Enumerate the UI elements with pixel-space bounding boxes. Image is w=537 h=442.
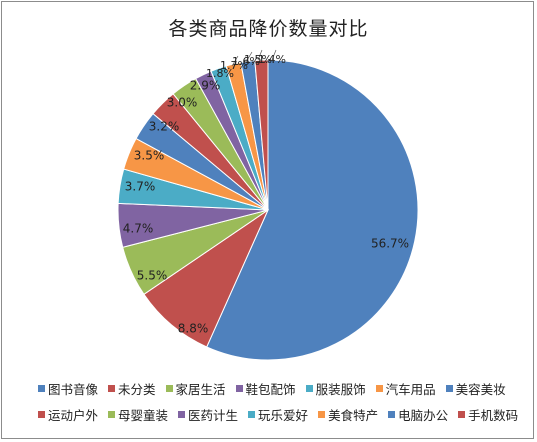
legend-swatch	[165, 384, 173, 392]
leader-line-3	[257, 49, 263, 61]
legend-row-2: 运动户外 母婴童装 医药计生 玩乐爱好 美食特产 电脑办公 手机数码	[38, 401, 518, 427]
data-label-4: 4.7%	[123, 222, 154, 236]
chart-legend: 图书音像 未分类 家居生活 鞋包配饰 服装服饰 汽车用品 美容美妆运动户外 母婴童装 医药计生 玩…	[38, 375, 518, 427]
legend-label: 医药计生	[188, 407, 239, 423]
legend-item: 鞋包配饰	[235, 379, 296, 398]
legend-label: 运动户外	[48, 407, 99, 423]
legend-label: 美食特产	[328, 407, 379, 423]
legend-label: 家居生活	[175, 381, 226, 397]
legend-swatch	[38, 384, 45, 392]
legend-item: 未分类	[108, 379, 156, 398]
data-label-14: 1.4%	[258, 53, 286, 66]
legend-label: 服装服饰	[315, 381, 366, 397]
data-label-3: 5.5%	[137, 269, 168, 283]
legend-swatch	[318, 410, 326, 418]
legend-swatch	[108, 410, 116, 418]
data-label-12: 1.6%	[232, 55, 260, 68]
legend-swatch	[235, 384, 243, 392]
data-label-9: 2.9%	[190, 79, 221, 93]
pie-slice-14	[254, 59, 269, 211]
legend-item: 运动户外	[38, 405, 98, 424]
legend-item: 医药计生	[178, 405, 238, 424]
leader-line-1	[231, 55, 239, 67]
data-label-6: 3.5%	[134, 149, 165, 163]
legend-label: 母婴童装	[118, 407, 169, 423]
legend-label: 电脑办公	[398, 407, 449, 423]
legend-swatch	[388, 410, 396, 418]
legend-item: 手机数码	[458, 405, 518, 424]
leader-line-4	[271, 49, 277, 61]
legend-label: 手机数码	[468, 407, 519, 423]
data-label-10: 1.8%	[206, 67, 234, 80]
legend-item: 电脑办公	[388, 405, 448, 424]
legend-item: 玩乐爱好	[248, 405, 308, 424]
legend-label: 汽车用品	[385, 381, 436, 397]
legend-swatch	[375, 384, 383, 392]
data-label-5: 3.7%	[125, 180, 156, 194]
legend-item: 美容美妆	[445, 379, 506, 398]
leader-line-2	[245, 51, 253, 63]
legend-item: 汽车用品	[375, 379, 436, 398]
chart-title: 各类商品降价数量对比	[168, 18, 369, 40]
legend-item: 母婴童装	[108, 405, 168, 424]
legend-label: 玩乐爱好	[258, 407, 309, 423]
legend-label: 鞋包配饰	[245, 381, 296, 397]
legend-label: 美容美妆	[455, 381, 506, 397]
legend-row-1: 图书音像 未分类 家居生活 鞋包配饰 服装服饰 汽车用品 美容美妆	[38, 375, 518, 401]
data-label-11: 1.7%	[220, 59, 248, 72]
data-label-13: 1.5%	[244, 53, 272, 66]
legend-swatch	[248, 410, 256, 418]
data-label-2: 8.8%	[178, 322, 209, 336]
data-label-1: 56.7%	[371, 237, 409, 251]
legend-label: 图书音像	[48, 381, 99, 397]
legend-label: 未分类	[118, 381, 156, 397]
legend-item: 美食特产	[318, 405, 378, 424]
legend-item: 服装服饰	[305, 379, 366, 398]
legend-item: 图书音像	[38, 379, 98, 398]
legend-swatch	[178, 410, 186, 418]
data-label-7: 3.2%	[149, 120, 180, 134]
pie-slice-1	[206, 59, 419, 361]
pie-slice-2	[143, 208, 270, 348]
legend-swatch	[108, 384, 116, 392]
legend-swatch	[445, 384, 453, 392]
data-label-8: 3.0%	[167, 96, 198, 110]
legend-swatch	[305, 384, 313, 392]
legend-item: 家居生活	[165, 379, 226, 398]
legend-swatch	[458, 410, 466, 418]
legend-swatch	[38, 410, 45, 418]
